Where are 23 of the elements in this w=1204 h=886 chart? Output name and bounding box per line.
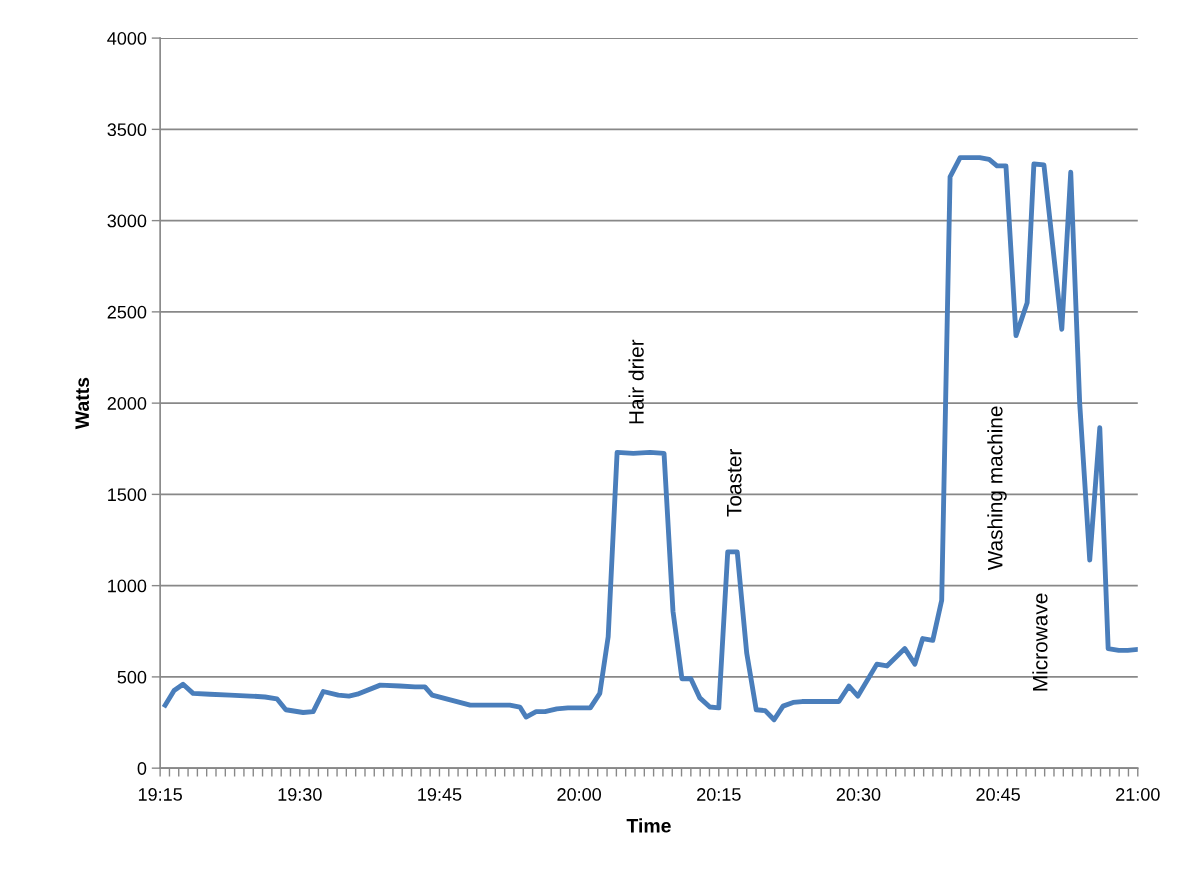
y-tick-label: 3500: [107, 123, 147, 137]
y-axis-title: Watts: [75, 377, 90, 430]
y-tick-label: 4000: [107, 32, 147, 45]
y-tick-label: 2000: [107, 397, 147, 410]
annotation: Washing machine: [987, 406, 1007, 571]
x-tick-label: 20:00: [557, 788, 602, 801]
y-tick-label: 3000: [107, 214, 147, 228]
x-tick-label: 19:15: [138, 788, 182, 801]
x-axis-title: Time: [626, 818, 671, 833]
y-tick-label: 1500: [108, 488, 147, 502]
x-tick-label: 19:45: [418, 788, 462, 801]
x-tick-label: 21:00: [1116, 788, 1160, 801]
y-tick-label: 0: [137, 762, 147, 775]
annotation: Toaster: [727, 449, 742, 517]
annotation: Hair drier: [628, 339, 644, 424]
x-tick-label: 20:45: [976, 788, 1020, 801]
x-tick-label: 20:30: [836, 788, 881, 801]
y-tick-label: 2500: [107, 305, 147, 319]
y-tick-label: 500: [117, 670, 147, 684]
x-tick-label: 19:30: [278, 788, 322, 801]
x-tick-label: 20:15: [697, 788, 741, 801]
annotation: Microwave: [1032, 593, 1048, 691]
y-tick-label: 1000: [108, 579, 147, 593]
